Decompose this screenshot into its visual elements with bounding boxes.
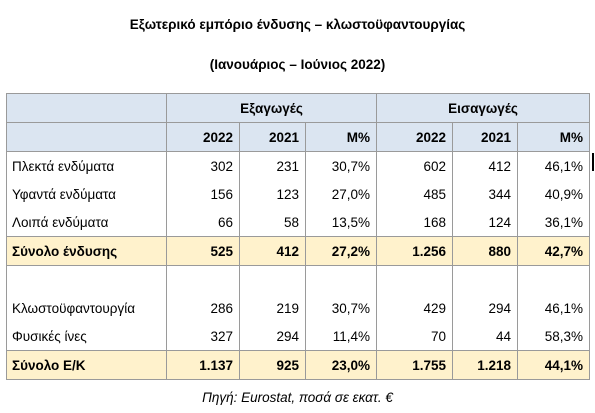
header-corner-2 [6, 122, 167, 152]
cell: 44 [452, 322, 519, 351]
cell: 124 [452, 208, 519, 237]
col-exports-change: Μ% [304, 122, 378, 152]
col-exports-2021: 2021 [239, 122, 306, 152]
cell: 1.218 [452, 350, 519, 380]
source-note: Πηγή: Eurostat, ποσά σε εκατ. € [202, 390, 393, 405]
total-row-all: Σύνολο Ε/Κ 1.137 925 23,0% 1.755 1.218 4… [6, 350, 591, 380]
cell: 429 [376, 294, 454, 322]
cell: 27,0% [304, 180, 378, 208]
spacer-row [6, 265, 591, 294]
exports-header: Εξαγωγές [165, 93, 378, 123]
cell: 1.137 [166, 350, 240, 380]
cell: 40,9% [517, 180, 591, 208]
cell: 412 [239, 236, 306, 266]
cell: 27,2% [304, 236, 378, 266]
table-row: Υφαντά ενδύματα 156 123 27,0% 485 344 40… [6, 180, 591, 208]
col-imports-2022: 2022 [376, 122, 454, 152]
cell: 42,7% [517, 236, 591, 266]
col-imports-change: Μ% [517, 122, 591, 152]
imports-header: Εισαγωγές [376, 93, 591, 123]
cell: 123 [239, 180, 306, 208]
row-label: Υφαντά ενδύματα [6, 180, 167, 208]
cell: 30,7% [304, 294, 378, 322]
cell: 13,5% [304, 208, 378, 237]
row-label: Πλεκτά ενδύματα [6, 151, 167, 180]
row-label: Κλωστοϋφαντουργία [6, 294, 167, 322]
table-row: Πλεκτά ενδύματα 302 231 30,7% 602 412 46… [6, 151, 591, 180]
cell: 525 [166, 236, 240, 266]
cell: 168 [376, 208, 454, 237]
cell: 294 [239, 322, 306, 351]
cell: 46,1% [517, 294, 591, 322]
total-row-apparel: Σύνολο ένδυσης 525 412 27,2% 1.256 880 4… [6, 236, 591, 266]
cell: 36,1% [517, 208, 591, 237]
text-cursor-mark [592, 153, 594, 171]
col-imports-2021: 2021 [452, 122, 519, 152]
header-corner [6, 93, 167, 123]
cell: 46,1% [517, 151, 591, 180]
cell: 485 [376, 180, 454, 208]
cell: 412 [452, 151, 519, 180]
cell: 66 [166, 208, 240, 237]
cell: 344 [452, 180, 519, 208]
cell: 925 [239, 350, 306, 380]
table-row: Κλωστοϋφαντουργία 286 219 30,7% 429 294 … [6, 294, 591, 322]
cell: 1.755 [376, 350, 454, 380]
group-header-row: Εξαγωγές Εισαγωγές [6, 93, 591, 123]
cell: 880 [452, 236, 519, 266]
cell: 58 [239, 208, 306, 237]
cell: 70 [376, 322, 454, 351]
cell: 219 [239, 294, 306, 322]
cell: 294 [452, 294, 519, 322]
cell: 602 [376, 151, 454, 180]
row-label: Σύνολο ένδυσης [6, 236, 167, 266]
table-row: Λοιπά ενδύματα 66 58 13,5% 168 124 36,1% [6, 208, 591, 237]
cell: 302 [166, 151, 240, 180]
cell: 30,7% [304, 151, 378, 180]
trade-table: Εξαγωγές Εισαγωγές 2022 2021 Μ% 2022 202… [6, 93, 591, 380]
col-exports-2022: 2022 [166, 122, 240, 152]
cell: 156 [166, 180, 240, 208]
row-label: Φυσικές ίνες [6, 322, 167, 351]
table-row: Φυσικές ίνες 327 294 11,4% 70 44 58,3% [6, 322, 591, 351]
title-line-1: Εξωτερικό εμπόριο ένδυσης – κλωστοϋφαντο… [129, 17, 466, 32]
cell: 231 [239, 151, 306, 180]
cell: 58,3% [517, 322, 591, 351]
column-header-row: 2022 2021 Μ% 2022 2021 Μ% [6, 122, 591, 152]
row-label: Λοιπά ενδύματα [6, 208, 167, 237]
cell: 327 [166, 322, 240, 351]
cell: 1.256 [376, 236, 454, 266]
cell: 23,0% [304, 350, 378, 380]
row-label: Σύνολο Ε/Κ [6, 350, 167, 380]
cell: 44,1% [517, 350, 591, 380]
title-line-2: (Ιανουάριος – Ιούνιος 2022) [209, 57, 386, 72]
cell: 11,4% [304, 322, 378, 351]
cell: 286 [166, 294, 240, 322]
